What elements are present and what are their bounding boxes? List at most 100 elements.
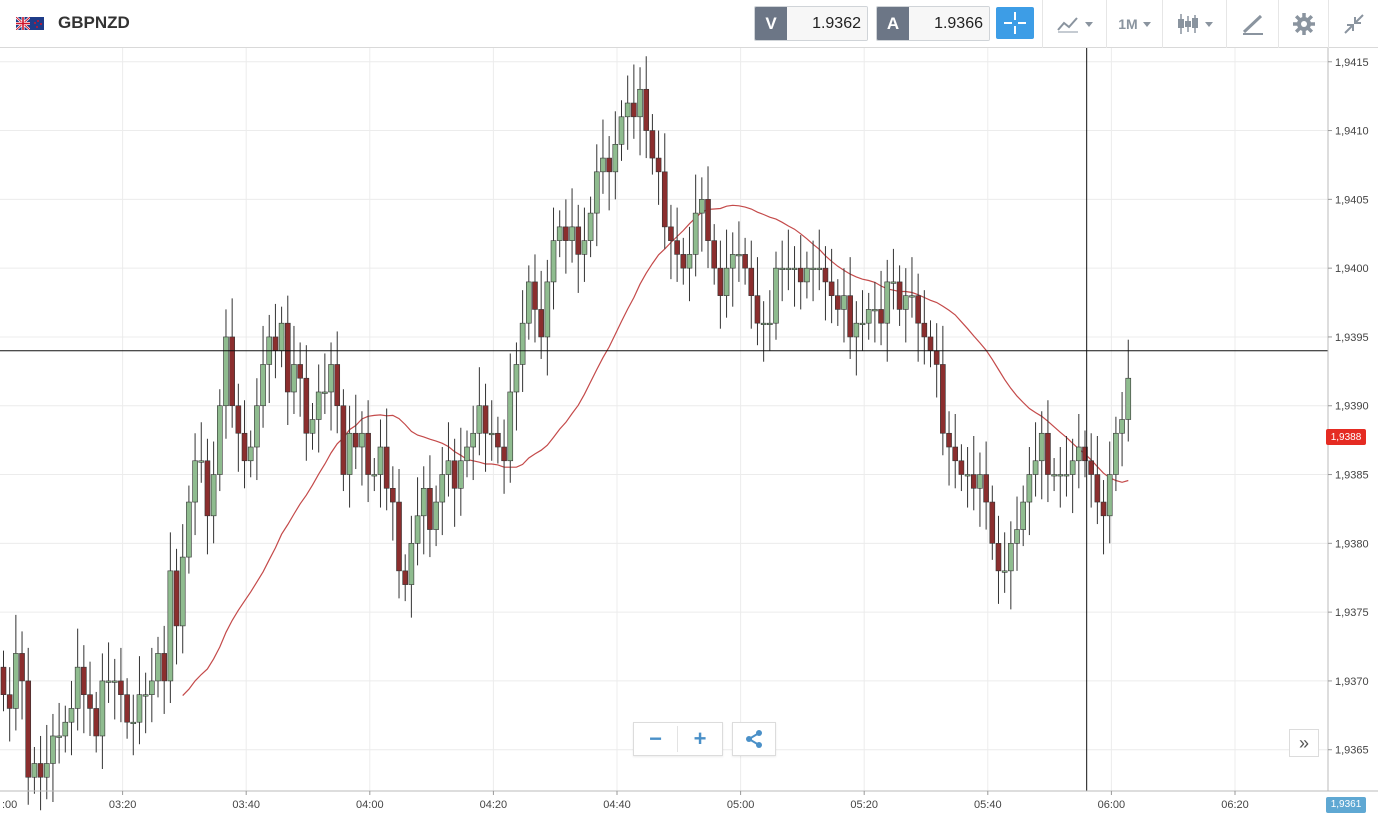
candle-body (198, 460, 205, 463)
candle-body (544, 281, 551, 338)
price-tick-label: 1,9390 (1335, 401, 1369, 413)
bearish-candle (649, 114, 656, 175)
bullish-candle (1125, 339, 1132, 442)
candle-body (315, 391, 322, 420)
candle-body (661, 171, 668, 228)
candle-body (933, 350, 940, 365)
crosshair-button[interactable] (996, 7, 1034, 39)
bearish-candle (958, 444, 965, 492)
bearish-candle (25, 647, 32, 805)
candle-body (303, 377, 310, 434)
zoom-controls: − + (633, 722, 723, 756)
candle-body (1038, 432, 1045, 462)
candle-body (235, 405, 242, 434)
candle-body (229, 336, 235, 407)
bullish-candle (198, 422, 205, 483)
bullish-candle (62, 705, 69, 753)
bearish-candle (933, 323, 940, 398)
bullish-candle (767, 290, 773, 351)
uk-nz-flag-icon (16, 17, 44, 30)
bearish-candle (427, 455, 433, 558)
price-chart[interactable]: 1,9415 1,9410 1,9405 1,9400 1,9395 1,9390 1,93… (0, 48, 1378, 824)
candle-body (964, 474, 971, 477)
candle-body (464, 446, 470, 462)
candle-body (210, 474, 217, 517)
bearish-candle (754, 257, 761, 346)
indicators-button[interactable] (1042, 0, 1106, 48)
candle-body (699, 199, 705, 214)
instrument-symbol: GBPNZD (58, 13, 130, 32)
time-tick-label: 04:00 (356, 799, 384, 811)
bearish-candle (575, 204, 582, 293)
bullish-candle (420, 466, 427, 555)
candle-body (142, 694, 149, 697)
candle-body (1057, 474, 1064, 477)
bearish-candle (940, 325, 946, 456)
candle-body (340, 405, 347, 475)
bearish-candle (674, 207, 680, 282)
chart-type-button[interactable] (1162, 0, 1226, 48)
bullish-candle (1057, 447, 1064, 508)
candle-body (668, 226, 674, 241)
bullish-candle (977, 452, 983, 527)
collapse-button[interactable] (1328, 0, 1378, 48)
bearish-candle (952, 413, 959, 489)
bearish-candle (1045, 400, 1051, 503)
candle-body (6, 694, 13, 709)
sell-label: V (755, 7, 787, 40)
bearish-candle (915, 273, 921, 362)
bullish-candle (56, 702, 62, 764)
candle-body (921, 322, 928, 338)
candle-body (247, 446, 254, 462)
candle-body (1045, 432, 1051, 475)
bullish-candle (1113, 416, 1119, 492)
bearish-candle (124, 678, 130, 739)
share-button[interactable] (732, 722, 776, 756)
draw-icon (1242, 14, 1263, 35)
candle-body (74, 666, 81, 709)
bearish-candle (284, 295, 291, 426)
candle-body (810, 267, 816, 270)
candle-body (581, 240, 588, 255)
buy-price-button[interactable]: A 1.9366 (876, 6, 990, 41)
gear-icon (1292, 13, 1315, 35)
bullish-candle (587, 196, 594, 258)
candle-body (550, 240, 557, 283)
bullish-candle (315, 364, 322, 453)
bearish-candle (661, 133, 668, 249)
bullish-candle (254, 378, 260, 481)
candle-body (118, 680, 124, 695)
bullish-candle (13, 614, 19, 731)
bearish-candle (235, 383, 242, 472)
bullish-candle (686, 226, 693, 302)
candle-body (1082, 446, 1088, 462)
sell-price-button[interactable]: V 1.9362 (754, 6, 868, 41)
bearish-candle (983, 441, 989, 530)
candle-body (1106, 474, 1113, 517)
share-icon (746, 730, 762, 748)
scroll-right-button[interactable]: » (1289, 729, 1319, 757)
bullish-candle (779, 240, 785, 302)
candle-body (130, 721, 137, 725)
settings-button[interactable] (1278, 0, 1328, 48)
candle-body (958, 460, 965, 475)
time-tick-label: 05:40 (974, 799, 1002, 811)
bullish-candle (210, 441, 217, 544)
candle-body (754, 295, 761, 324)
candle-body (87, 694, 93, 709)
candle-body (896, 281, 903, 310)
candle-body (359, 432, 365, 448)
zoom-out-button[interactable]: − (634, 726, 678, 752)
bullish-candle (1106, 441, 1113, 544)
bearish-candle (495, 416, 501, 464)
bullish-candle (1119, 391, 1125, 467)
time-tick-label: 05:00 (727, 799, 755, 811)
bearish-candle (705, 166, 711, 269)
zoom-in-button[interactable]: + (693, 726, 707, 751)
price-tick-label: 1,9400 (1335, 263, 1369, 275)
draw-button[interactable] (1226, 0, 1278, 48)
candle-body (970, 474, 977, 489)
bullish-candle (760, 301, 767, 362)
timeframe-selector[interactable]: 1M (1106, 0, 1162, 48)
candle-body (0, 666, 7, 695)
